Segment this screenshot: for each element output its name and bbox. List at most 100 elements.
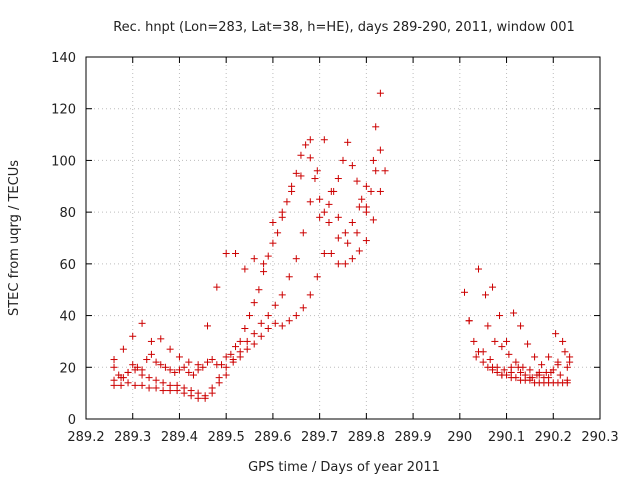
data-point <box>521 371 529 379</box>
data-point <box>325 218 333 226</box>
data-point <box>166 366 174 374</box>
data-point <box>563 363 571 371</box>
y-tick-label: 120 <box>51 103 76 118</box>
data-point <box>292 312 300 320</box>
data-point <box>325 200 333 208</box>
data-point <box>372 167 380 175</box>
data-point <box>145 384 153 392</box>
y-tick-label: 60 <box>59 258 76 273</box>
data-point <box>260 268 268 276</box>
data-point <box>129 361 137 369</box>
data-point <box>157 361 165 369</box>
data-point <box>341 260 349 268</box>
data-point <box>306 136 314 144</box>
data-point <box>185 358 193 366</box>
data-point <box>257 319 265 327</box>
data-point <box>269 239 277 247</box>
data-point <box>180 384 188 392</box>
data-point <box>201 392 209 400</box>
data-point <box>561 348 569 356</box>
data-point <box>367 187 375 195</box>
data-point <box>316 213 324 221</box>
axis-ticks: 289.2 289.3 289.4 289.5 289.6 289.7 289.8 289.9… <box>51 51 618 445</box>
x-tick-label: 290.3 <box>581 430 618 445</box>
data-point <box>257 332 265 340</box>
x-tick-label: 290.2 <box>535 430 572 445</box>
data-point <box>297 151 305 159</box>
data-point <box>203 358 211 366</box>
data-point <box>460 288 468 296</box>
chart-title: Rec. hnpt (Lon=283, Lat=38, h=HE), days … <box>113 20 575 35</box>
data-point <box>500 366 508 374</box>
data-point <box>545 374 553 382</box>
data-point <box>222 363 230 371</box>
data-point <box>227 350 235 358</box>
data-point <box>519 363 527 371</box>
data-point <box>199 363 207 371</box>
x-tick-label: 289.9 <box>394 430 431 445</box>
data-point <box>510 309 518 317</box>
data-point <box>299 229 307 237</box>
y-tick-label: 20 <box>59 361 76 376</box>
data-point <box>344 138 352 146</box>
data-point <box>203 322 211 330</box>
data-point <box>311 175 319 183</box>
data-point <box>208 356 216 364</box>
data-point <box>250 299 258 307</box>
data-point <box>535 368 543 376</box>
data-point <box>353 177 361 185</box>
data-point <box>353 229 361 237</box>
data-point <box>313 167 321 175</box>
data-point <box>334 260 342 268</box>
data-point <box>531 353 539 361</box>
data-point <box>348 218 356 226</box>
data-point <box>358 195 366 203</box>
data-points <box>110 89 574 402</box>
data-point <box>297 172 305 180</box>
data-point <box>213 283 221 291</box>
data-point <box>559 337 567 345</box>
data-point <box>524 340 532 348</box>
data-point <box>241 265 249 273</box>
x-tick-label: 289.7 <box>301 430 338 445</box>
data-point <box>517 368 525 376</box>
data-point <box>147 350 155 358</box>
data-point <box>362 182 370 190</box>
data-point <box>538 361 546 369</box>
data-point <box>470 337 478 345</box>
data-point <box>362 208 370 216</box>
data-point <box>526 374 534 382</box>
x-tick-label: 289.8 <box>348 430 385 445</box>
y-tick-label: 0 <box>68 413 76 428</box>
data-point <box>507 363 515 371</box>
data-point <box>285 273 293 281</box>
y-tick-label: 80 <box>59 206 76 221</box>
data-point <box>482 291 490 299</box>
data-point <box>526 366 534 374</box>
data-point <box>306 154 314 162</box>
data-point <box>255 286 263 294</box>
data-point <box>496 312 504 320</box>
x-tick-label: 289.5 <box>208 430 245 445</box>
data-point <box>166 381 174 389</box>
data-point <box>320 136 328 144</box>
data-point <box>512 358 520 366</box>
data-point <box>479 348 487 356</box>
data-point <box>316 195 324 203</box>
data-point <box>372 123 380 131</box>
data-point <box>138 381 146 389</box>
data-point <box>292 255 300 263</box>
data-point <box>138 366 146 374</box>
data-point <box>185 368 193 376</box>
data-point <box>299 304 307 312</box>
data-point <box>320 208 328 216</box>
data-point <box>138 319 146 327</box>
data-point <box>229 356 237 364</box>
data-point <box>246 312 254 320</box>
data-point <box>218 361 226 369</box>
data-point <box>173 381 181 389</box>
data-point <box>376 187 384 195</box>
data-point <box>222 371 230 379</box>
plot-frame <box>85 56 601 420</box>
